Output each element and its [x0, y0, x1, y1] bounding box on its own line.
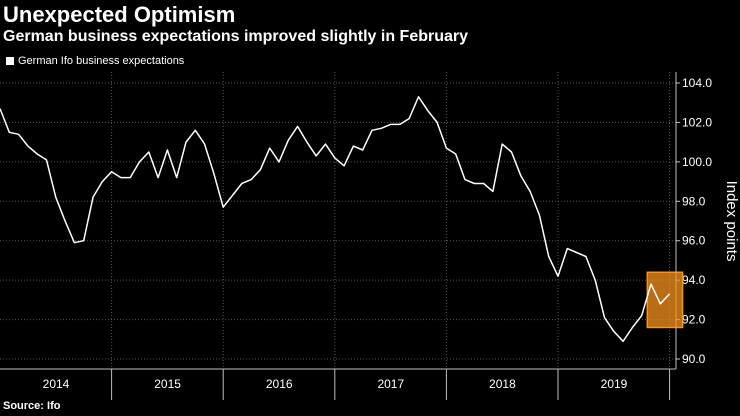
legend: German Ifo business expectations	[6, 55, 184, 67]
x-tick-label: 2016	[266, 377, 293, 391]
y-tick-label: 94.0	[682, 273, 706, 287]
legend-label: German Ifo business expectations	[18, 55, 185, 67]
x-tick-label: 2017	[377, 377, 404, 391]
y-tick-label: 92.0	[682, 313, 706, 327]
x-tick-label: 2019	[601, 377, 628, 391]
chart-subtitle: German business expectations improved sl…	[3, 28, 469, 45]
y-axis-title: Index points	[723, 181, 740, 262]
x-tick-label: 2018	[489, 377, 516, 391]
x-tick-label: 2014	[43, 377, 70, 391]
y-tick-label: 100.0	[682, 155, 712, 169]
chart-title: Unexpected Optimism	[3, 2, 236, 27]
y-tick-label: 102.0	[682, 115, 712, 129]
x-tick-label: 2015	[154, 377, 181, 391]
source-note: Source: Ifo	[3, 400, 61, 412]
y-tick-label: 104.0	[682, 76, 712, 90]
legend-swatch	[6, 57, 14, 65]
y-tick-label: 90.0	[682, 352, 706, 366]
y-tick-label: 98.0	[682, 194, 706, 208]
y-tick-label: 96.0	[682, 234, 706, 248]
